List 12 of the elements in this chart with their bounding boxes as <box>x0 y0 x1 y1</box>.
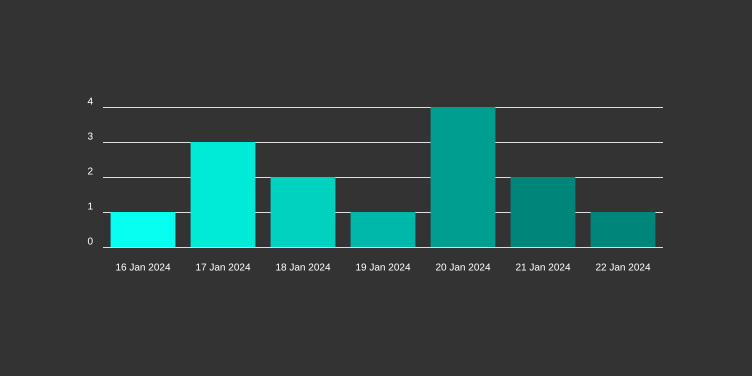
x-tick-label: 20 Jan 2024 <box>435 262 491 274</box>
y-tick-label: 0 <box>87 236 94 248</box>
y-tick-label: 4 <box>87 96 94 108</box>
x-tick-label: 16 Jan 2024 <box>115 262 171 274</box>
y-tick-label: 3 <box>87 132 94 142</box>
x-tick-label: 18 Jan 2024 <box>275 262 331 274</box>
x-tick-label: 19 Jan 2024 <box>355 262 411 274</box>
y-tick-label: 2 <box>87 166 94 178</box>
x-tick-label: 21 Jan 2024 <box>515 262 571 274</box>
y-tick-label: 1 <box>87 202 94 212</box>
x-tick-label: 22 Jan 2024 <box>595 262 651 274</box>
x-tick-label: 17 Jan 2024 <box>195 262 251 274</box>
